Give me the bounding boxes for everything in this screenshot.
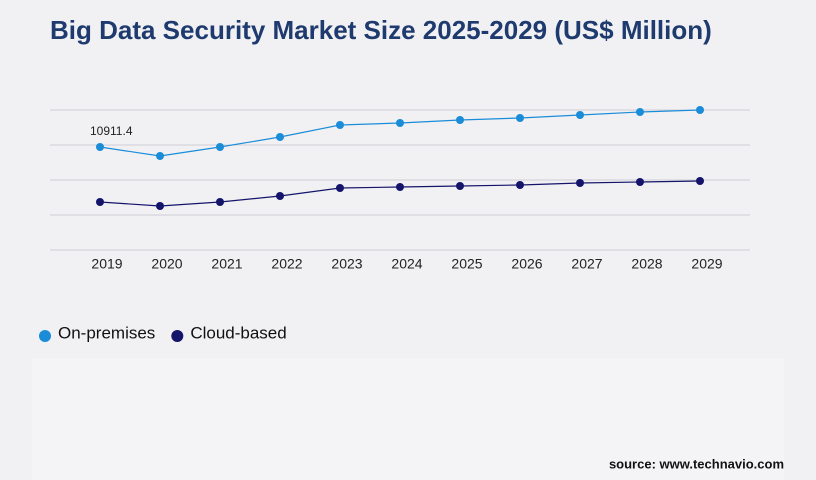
x-tick-label: 2024 bbox=[391, 256, 422, 272]
point bbox=[516, 114, 524, 123]
point bbox=[696, 106, 704, 114]
point bbox=[456, 182, 464, 191]
point bbox=[216, 143, 224, 152]
point bbox=[96, 143, 104, 152]
point bbox=[396, 118, 404, 127]
point bbox=[336, 120, 344, 129]
point bbox=[696, 177, 704, 186]
x-tick-label: 2027 bbox=[571, 256, 602, 272]
x-tick-label: 2022 bbox=[271, 256, 302, 272]
point bbox=[576, 179, 584, 188]
legend-marker bbox=[39, 330, 51, 342]
legend-label: Cloud-based bbox=[190, 323, 286, 342]
chart-title: Big Data Security Market Size 2025-2029 … bbox=[50, 15, 712, 45]
source: source: www.technavio.com bbox=[609, 456, 784, 471]
panel bbox=[32, 358, 784, 480]
x-tick-label: 2023 bbox=[331, 256, 362, 272]
x-tick-label: 2019 bbox=[91, 256, 122, 272]
point bbox=[336, 184, 344, 193]
x-tick-label: 2028 bbox=[631, 256, 662, 272]
x-tick-label: 2020 bbox=[151, 256, 182, 272]
point bbox=[96, 198, 104, 207]
point bbox=[276, 133, 284, 142]
data-label: 10911.4 bbox=[90, 124, 133, 138]
x-tick-label: 2026 bbox=[511, 256, 542, 272]
legend-label: On-premises bbox=[58, 323, 155, 342]
point bbox=[156, 202, 164, 211]
point bbox=[396, 183, 404, 192]
point bbox=[576, 111, 584, 120]
point bbox=[276, 191, 284, 200]
point bbox=[156, 152, 164, 161]
x-tick-label: 2025 bbox=[451, 256, 482, 272]
point bbox=[636, 178, 644, 187]
point bbox=[216, 198, 224, 207]
point bbox=[636, 108, 644, 117]
point bbox=[516, 181, 524, 190]
x-tick-label: 2029 bbox=[691, 256, 722, 272]
point bbox=[456, 115, 464, 124]
legend-marker bbox=[171, 330, 184, 342]
x-tick-label: 2021 bbox=[211, 256, 242, 272]
